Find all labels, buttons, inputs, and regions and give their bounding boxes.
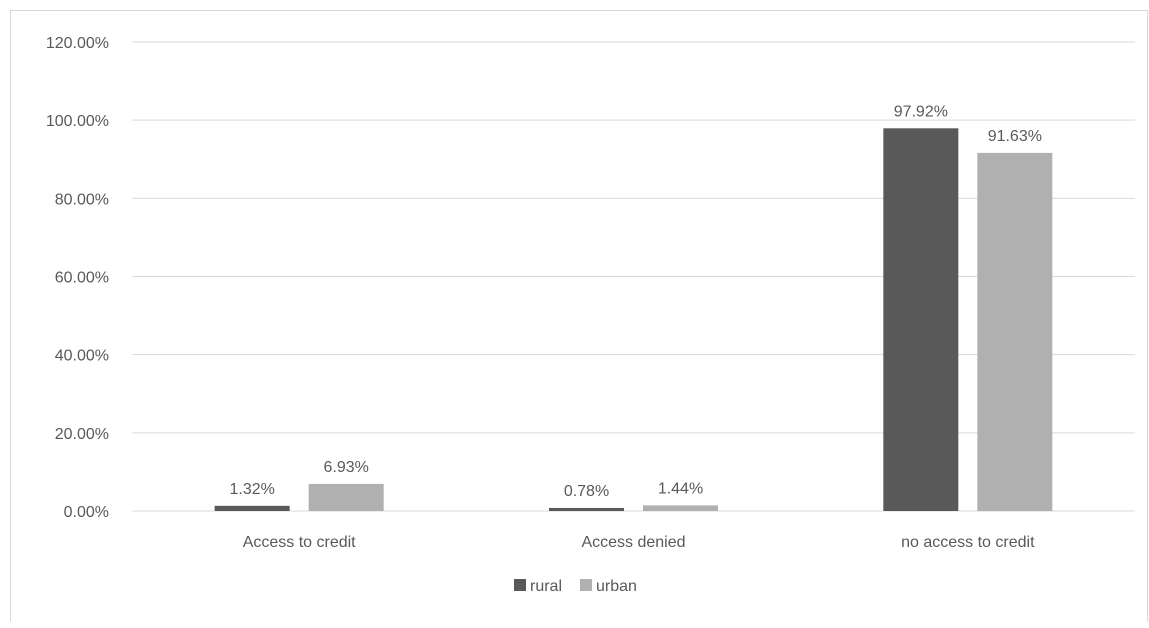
legend: rural urban [514,578,637,595]
data-label-rural: 1.32% [229,481,274,498]
category-label: no access to credit [901,534,1035,551]
data-label-rural: 97.92% [894,103,948,120]
legend-swatch [580,579,593,591]
y-axis-ticks: 0.00% 20.00% 40.00% 60.00% 80.00% 100.00% 120.… [46,35,109,521]
y-tick-label: 20.00% [55,426,109,443]
bar-urban [643,505,718,511]
gridlines [132,41,1135,512]
legend-item-urban: urban [580,578,637,595]
data-label-urban: 1.44% [658,480,703,497]
data-label-urban: 6.93% [323,459,368,476]
y-tick-label: 0.00% [64,504,109,521]
category-label: Access to credit [243,534,356,551]
legend-label: rural [530,578,562,595]
legend-item-rural: rural [514,578,562,595]
bars [214,128,1053,512]
bar-chart: 0.00% 20.00% 40.00% 60.00% 80.00% 100.00% 120.… [46,35,1135,595]
y-tick-label: 100.00% [46,113,109,130]
legend-label: urban [596,578,637,595]
y-tick-label: 120.00% [46,35,109,52]
y-tick-label: 80.00% [55,191,109,208]
category-label: Access denied [581,534,685,551]
data-labels: 1.32% 6.93% 0.78% 1.44% 97.92% 91.63% [229,103,1041,500]
y-tick-label: 60.00% [55,270,109,287]
chart-frame: 0.00% 20.00% 40.00% 60.00% 80.00% 100.00% 120.… [10,10,1148,622]
y-tick-label: 40.00% [55,348,109,365]
bar-rural [214,505,290,511]
bar-rural [883,128,959,511]
data-label-rural: 0.78% [564,483,609,500]
bar-rural [549,507,624,511]
x-axis-categories: Access to credit Access denied no access t… [243,534,1035,551]
legend-swatch [514,579,526,591]
bar-urban [308,483,384,511]
data-label-urban: 91.63% [988,128,1042,145]
bar-urban [977,152,1053,512]
